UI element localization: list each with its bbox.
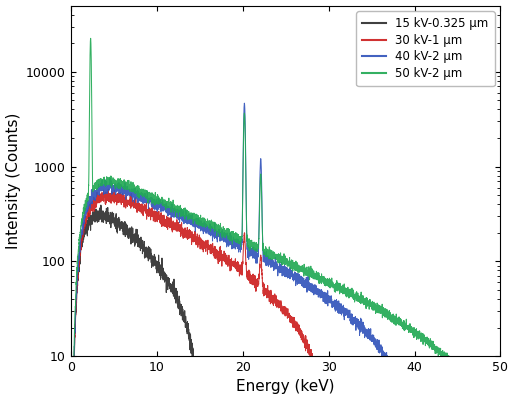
- 50 kV-2 μm: [124, 182, 130, 187]
- 40 kV-2 μm: [397, 381, 403, 386]
- Line: 30 kV-1 μm: 30 kV-1 μm: [73, 189, 325, 400]
- 40 kV-2 μm: [112, 185, 118, 190]
- 30 kV-1 μm: [310, 356, 316, 361]
- 30 kV-1 μm: [242, 234, 248, 239]
- 50 kV-2 μm: [340, 290, 346, 295]
- 50 kV-2 μm: [87, 36, 94, 41]
- 40 kV-2 μm: [241, 101, 247, 106]
- 15 kV-0.325 μm: [84, 225, 90, 230]
- 40 kV-2 μm: [258, 158, 264, 163]
- Legend: 15 kV-0.325 μm, 30 kV-1 μm, 40 kV-2 μm, 50 kV-2 μm: 15 kV-0.325 μm, 30 kV-1 μm, 40 kV-2 μm, …: [356, 12, 494, 86]
- 15 kV-0.325 μm: [119, 226, 125, 230]
- 50 kV-2 μm: [205, 223, 211, 228]
- 30 kV-1 μm: [105, 187, 112, 192]
- Y-axis label: Intensity (Counts): Intensity (Counts): [6, 113, 21, 249]
- 15 kV-0.325 μm: [98, 203, 104, 208]
- Line: 15 kV-0.325 μm: 15 kV-0.325 μm: [73, 205, 198, 400]
- Line: 50 kV-2 μm: 50 kV-2 μm: [73, 38, 488, 400]
- 40 kV-2 μm: [290, 272, 296, 277]
- 30 kV-1 μm: [230, 262, 236, 267]
- 15 kV-0.325 μm: [85, 218, 91, 223]
- 30 kV-1 μm: [146, 207, 153, 212]
- 15 kV-0.325 μm: [116, 224, 122, 228]
- 15 kV-0.325 μm: [163, 276, 170, 280]
- 50 kV-2 μm: [104, 180, 111, 185]
- 30 kV-1 μm: [103, 194, 109, 199]
- X-axis label: Energy (keV): Energy (keV): [236, 380, 335, 394]
- 40 kV-2 μm: [374, 338, 380, 343]
- 30 kV-1 μm: [237, 262, 244, 267]
- 50 kV-2 μm: [443, 354, 449, 359]
- 40 kV-2 μm: [268, 258, 274, 263]
- Line: 40 kV-2 μm: 40 kV-2 μm: [73, 103, 408, 400]
- 50 kV-2 μm: [375, 310, 381, 315]
